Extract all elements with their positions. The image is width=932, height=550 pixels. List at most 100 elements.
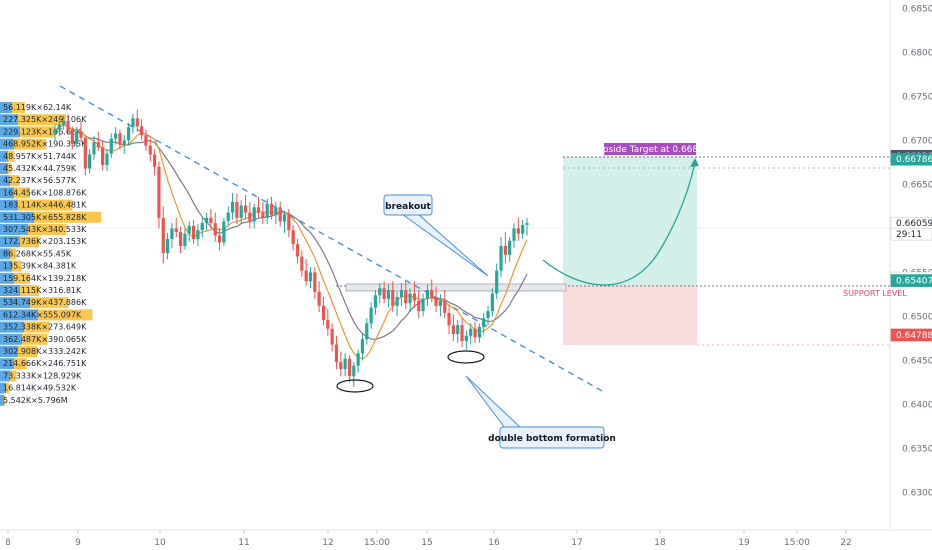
time-axis[interactable]: 8 9 10 11 12 15:00 15 16 17 18 19 15:00 22 — [5, 530, 852, 548]
moving-average-fast — [54, 124, 528, 360]
volume-bar-sell — [18, 199, 73, 211]
volume-bar-sell — [30, 297, 69, 309]
candle-body — [274, 207, 278, 216]
candle-body — [196, 230, 200, 239]
candle-body — [521, 224, 525, 234]
volume-bar-buy — [0, 309, 38, 321]
bottom-one-marker — [336, 379, 374, 393]
candle-body — [105, 153, 109, 166]
volume-level-label: 468.952K×190.335K — [3, 140, 87, 149]
time-tick-label: 9 — [75, 538, 81, 548]
candle-body — [438, 300, 442, 306]
moving-average-slow — [54, 124, 528, 340]
candle-body — [170, 228, 174, 239]
volume-bar-buy — [0, 382, 6, 394]
price-badges: 0.6682000.6678640.66059029:110.6543590.6… — [890, 149, 932, 342]
candle-body — [209, 217, 213, 224]
volume-bar-buy — [0, 260, 12, 272]
volume-level-label: 307.543K×340.533K — [3, 225, 87, 234]
candle-body — [118, 133, 122, 145]
volume-bar-buy — [0, 370, 10, 382]
volume-bar-buy — [0, 138, 14, 150]
candle-body — [174, 228, 178, 232]
volume-level-label: 5.542K×5.796M — [3, 396, 68, 405]
volume-bar-buy — [0, 175, 10, 187]
volume-level-label: 16.814K×49.532K — [3, 384, 77, 393]
candle-body — [88, 154, 92, 169]
candle-body — [204, 217, 209, 224]
candle-body — [434, 297, 438, 306]
candle-body — [53, 129, 57, 134]
candle-body — [425, 290, 430, 299]
candle-body — [122, 140, 126, 145]
projection-curve — [542, 161, 696, 286]
candle-body — [373, 295, 378, 308]
candle-body — [239, 205, 243, 218]
candle-body — [295, 244, 300, 257]
candle-body — [365, 323, 369, 340]
candle-body — [222, 221, 226, 243]
volume-level-label: 86.268K×55.45K — [3, 249, 72, 258]
volume-bar-sell — [34, 211, 102, 223]
candle-body — [347, 358, 352, 377]
time-tick-label: 16 — [488, 538, 500, 548]
candle-body — [287, 214, 291, 231]
candle-body — [243, 205, 248, 213]
breakout-callout — [383, 194, 433, 216]
stop-price-badge — [890, 328, 932, 342]
candle-body — [495, 270, 499, 294]
candle-body — [421, 298, 425, 312]
candle-body — [252, 207, 256, 222]
candle-body — [265, 203, 269, 218]
time-tick-label: 10 — [154, 538, 166, 548]
price-tick-label: 0.685000 — [902, 4, 932, 14]
candle-body — [256, 207, 261, 213]
candle-body — [503, 246, 507, 255]
time-tick-label: 8 — [5, 538, 11, 548]
stop-price-badge-label: 0.647889 — [896, 331, 932, 341]
candle-body — [395, 297, 399, 306]
candle-body — [200, 223, 204, 231]
volume-bar-sell — [6, 382, 10, 394]
candle-body — [430, 290, 434, 298]
volume-bar-buy — [0, 236, 20, 248]
candle-body — [135, 118, 139, 127]
candle-body — [79, 131, 83, 138]
volume-bar-sell — [12, 260, 22, 272]
candle-body — [378, 288, 382, 296]
volume-bar-sell — [20, 285, 40, 296]
candle-body — [144, 135, 148, 146]
candle-body — [412, 293, 417, 301]
candle-body — [62, 121, 66, 125]
candle-body — [486, 311, 490, 319]
volume-bar-sell — [14, 187, 30, 199]
candle-body — [512, 228, 516, 241]
volume-bar-buy — [0, 285, 20, 296]
volume-level-label: 227.325K×249.106K — [3, 115, 87, 124]
volume-level-label: 164.456K×108.876K — [3, 188, 87, 197]
profit-zone — [563, 157, 697, 286]
volume-bar-sell — [24, 321, 50, 333]
candle-body — [391, 290, 395, 306]
price-tick-label: 0.665000 — [902, 180, 932, 190]
candle-body — [140, 126, 144, 136]
candle-body — [313, 272, 317, 292]
candle-body — [330, 328, 334, 345]
time-tick-label: 15:00 — [784, 538, 810, 548]
candle-body — [57, 124, 61, 130]
price-tick-label: 0.675000 — [902, 92, 932, 102]
candle-body — [131, 118, 135, 128]
volume-level-label: 324.115K×316.81K — [3, 286, 82, 295]
candle-body — [165, 238, 170, 254]
candle-body — [473, 328, 477, 338]
volume-level-label: 612.34K×555.097K — [3, 310, 82, 319]
candle-body — [148, 145, 152, 155]
volume-level-label: 48.957K×51.744K — [3, 152, 77, 161]
support-box — [345, 283, 567, 292]
candle-body — [460, 325, 464, 342]
time-tick-label: 17 — [571, 538, 582, 548]
volume-bar-sell — [14, 358, 27, 370]
candle-body — [343, 358, 347, 370]
